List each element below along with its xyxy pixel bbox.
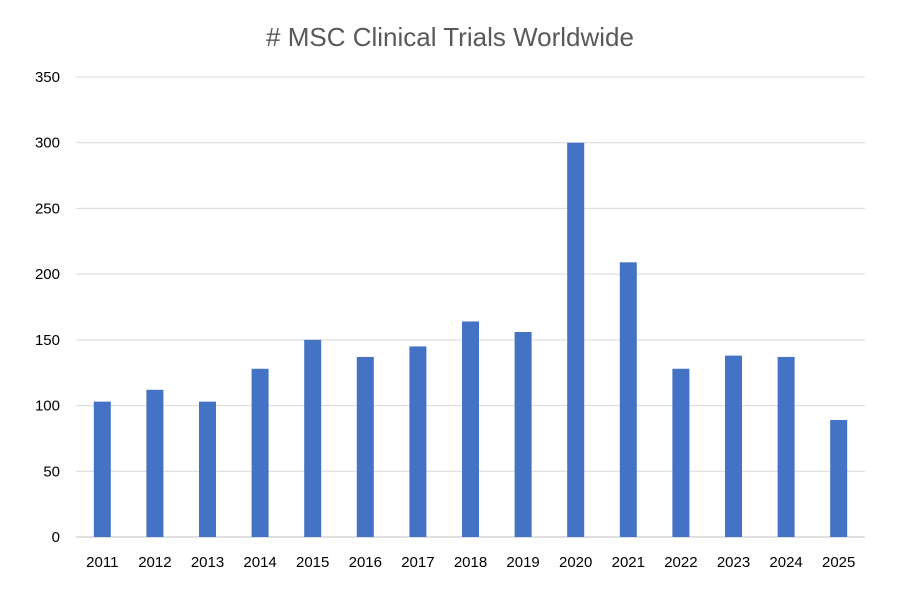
bar-2023 [725,355,742,537]
bar-2020 [567,142,585,537]
x-tick-label: 2011 [86,554,118,571]
x-tick-label: 2013 [191,554,224,571]
y-tick-label: 100 [35,398,60,415]
y-tick-label: 350 [35,69,60,86]
bar-2021 [619,262,637,537]
bar-2019 [514,331,532,537]
x-tick-label: 2021 [612,554,645,571]
bar-2016 [356,356,374,537]
y-tick-label: 300 [35,135,60,152]
bar-2024 [777,356,795,537]
bar-2011 [93,401,111,537]
y-tick-label: 200 [35,266,60,283]
x-tick-label: 2014 [243,554,276,571]
bar-2025 [830,420,848,537]
bar-2018 [462,321,479,537]
bar-2014 [251,368,269,537]
x-tick-label: 2015 [296,554,329,571]
bar-2022 [672,368,690,537]
y-tick-label: 150 [35,332,60,349]
x-tick-label: 2018 [454,554,487,571]
x-tick-label: 2016 [349,554,382,571]
y-tick-label: 50 [43,463,60,480]
x-tick-label: 2025 [822,554,855,571]
y-tick-label: 250 [35,200,60,217]
bar-2017 [409,346,427,537]
x-tick-label: 2020 [559,554,592,571]
x-tick-label: 2023 [717,554,750,571]
x-tick-label: 2012 [138,554,171,571]
x-tick-label: 2017 [401,554,434,571]
chart-title: # MSC Clinical Trials Worldwide [266,22,634,52]
x-tick-label: 2022 [664,554,697,571]
y-tick-label: 0 [52,529,60,546]
x-tick-label: 2019 [506,554,539,571]
bar-2013 [199,401,216,537]
x-tick-label: 2024 [769,554,802,571]
bar-2015 [304,339,322,537]
bar-2012 [146,389,164,537]
